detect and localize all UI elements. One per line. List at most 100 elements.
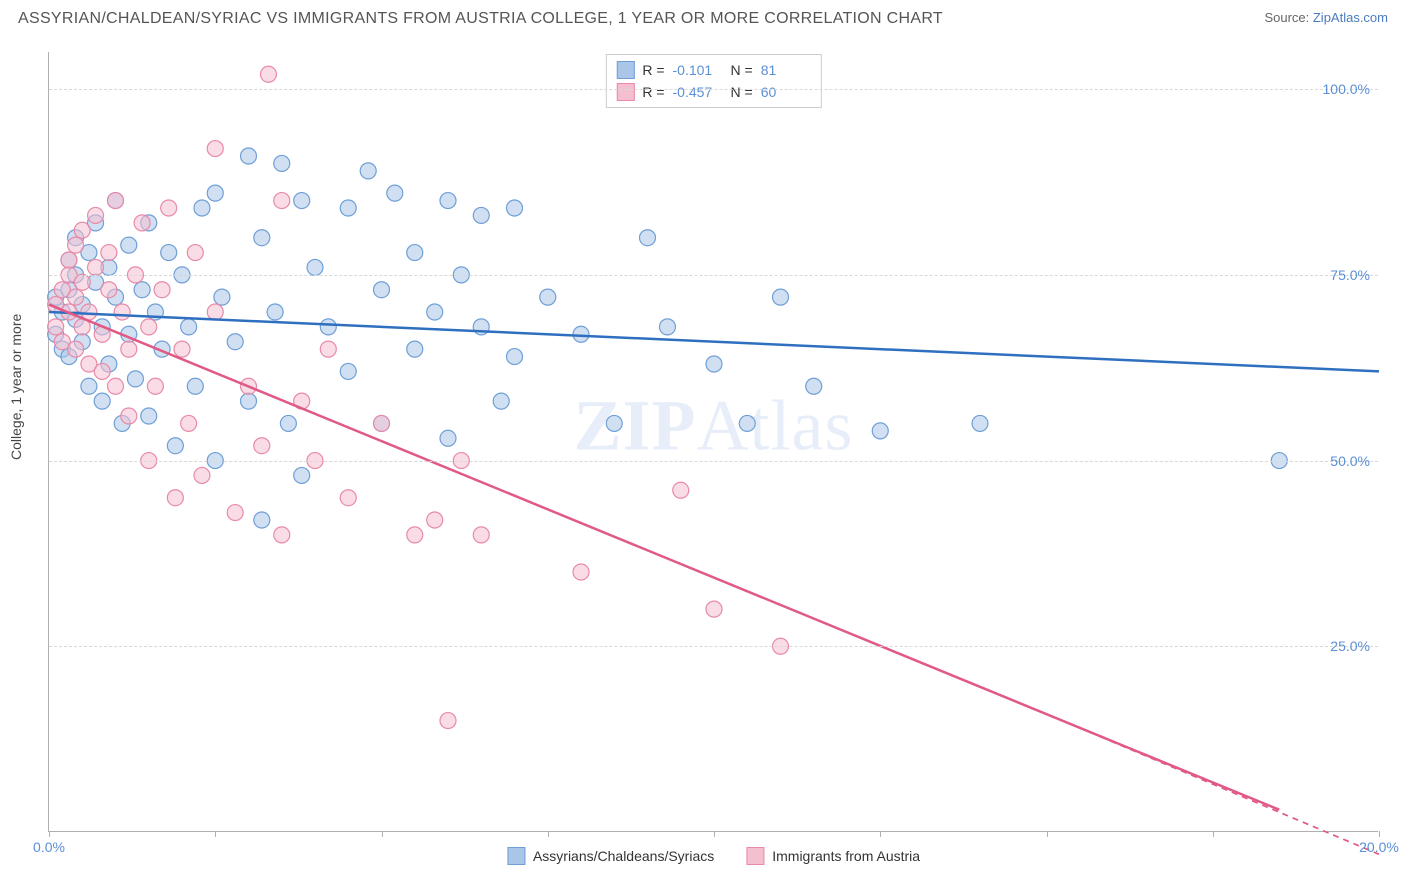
x-tick bbox=[1047, 831, 1048, 837]
data-point-pink bbox=[260, 66, 276, 82]
data-point-pink bbox=[154, 282, 170, 298]
data-point-blue bbox=[360, 163, 376, 179]
data-point-blue bbox=[127, 371, 143, 387]
data-point-pink bbox=[274, 527, 290, 543]
data-point-pink bbox=[174, 341, 190, 357]
data-point-blue bbox=[806, 378, 822, 394]
x-tick bbox=[1213, 831, 1214, 837]
data-point-blue bbox=[227, 334, 243, 350]
data-point-pink bbox=[573, 564, 589, 580]
x-tick-label: 0.0% bbox=[33, 839, 65, 855]
data-point-blue bbox=[81, 378, 97, 394]
data-point-blue bbox=[167, 438, 183, 454]
data-point-blue bbox=[141, 408, 157, 424]
data-point-pink bbox=[147, 378, 163, 394]
legend-swatch-pink bbox=[616, 83, 634, 101]
y-tick-label: 50.0% bbox=[1330, 453, 1370, 469]
data-point-blue bbox=[387, 185, 403, 201]
data-point-blue bbox=[320, 319, 336, 335]
data-point-pink bbox=[121, 408, 137, 424]
data-point-blue bbox=[872, 423, 888, 439]
x-tick bbox=[714, 831, 715, 837]
data-point-pink bbox=[94, 363, 110, 379]
data-point-pink bbox=[101, 282, 117, 298]
data-point-pink bbox=[101, 245, 117, 261]
data-point-pink bbox=[61, 252, 77, 268]
data-point-blue bbox=[773, 289, 789, 305]
chart-title: ASSYRIAN/CHALDEAN/SYRIAC VS IMMIGRANTS F… bbox=[18, 10, 943, 28]
data-point-blue bbox=[94, 393, 110, 409]
data-point-blue bbox=[267, 304, 283, 320]
legend-r-value-pink: -0.457 bbox=[673, 84, 723, 100]
data-point-blue bbox=[374, 282, 390, 298]
data-point-pink bbox=[227, 505, 243, 521]
data-point-pink bbox=[88, 259, 104, 275]
data-point-pink bbox=[427, 512, 443, 528]
data-point-pink bbox=[48, 319, 64, 335]
legend-r-label: R = bbox=[642, 84, 664, 100]
data-point-blue bbox=[427, 304, 443, 320]
data-point-blue bbox=[274, 155, 290, 171]
legend-n-label: N = bbox=[731, 84, 753, 100]
y-tick-label: 75.0% bbox=[1330, 267, 1370, 283]
data-point-blue bbox=[214, 289, 230, 305]
grid-line-h bbox=[49, 461, 1378, 462]
legend-series: Assyrians/Chaldeans/Syriacs Immigrants fr… bbox=[507, 847, 920, 865]
x-tick bbox=[548, 831, 549, 837]
data-point-blue bbox=[241, 393, 257, 409]
legend-swatch-pink bbox=[746, 847, 764, 865]
data-point-pink bbox=[274, 193, 290, 209]
data-point-blue bbox=[706, 356, 722, 372]
data-point-blue bbox=[473, 207, 489, 223]
data-point-blue bbox=[972, 415, 988, 431]
data-point-pink bbox=[440, 713, 456, 729]
data-point-pink bbox=[167, 490, 183, 506]
source-link[interactable]: ZipAtlas.com bbox=[1313, 10, 1388, 25]
grid-line-h bbox=[49, 89, 1378, 90]
data-point-blue bbox=[440, 193, 456, 209]
data-point-pink bbox=[473, 527, 489, 543]
data-point-blue bbox=[739, 415, 755, 431]
data-point-pink bbox=[74, 274, 90, 290]
grid-line-h bbox=[49, 275, 1378, 276]
data-point-blue bbox=[340, 200, 356, 216]
legend-stat-row-pink: R = -0.457 N = 60 bbox=[616, 81, 810, 103]
data-point-blue bbox=[507, 349, 523, 365]
data-point-blue bbox=[659, 319, 675, 335]
legend-stat-row-blue: R =-0.101N =81 bbox=[616, 59, 810, 81]
grid-line-h bbox=[49, 646, 1378, 647]
legend-item-blue: Assyrians/Chaldeans/Syriacs bbox=[507, 847, 714, 865]
data-point-blue bbox=[134, 282, 150, 298]
data-point-pink bbox=[141, 319, 157, 335]
data-point-pink bbox=[706, 601, 722, 617]
plot-area: ZIPAtlas R =-0.101N =81R =-0.457N =60 As… bbox=[48, 52, 1378, 832]
data-point-blue bbox=[207, 185, 223, 201]
data-point-blue bbox=[294, 467, 310, 483]
legend-r-value-blue: -0.101 bbox=[673, 62, 723, 78]
legend-series-name-pink: Immigrants from Austria bbox=[772, 848, 920, 864]
data-point-blue bbox=[640, 230, 656, 246]
legend-n-value-pink: 60 bbox=[761, 84, 811, 100]
data-point-pink bbox=[68, 289, 84, 305]
data-point-pink bbox=[194, 467, 210, 483]
data-point-pink bbox=[88, 207, 104, 223]
data-point-blue bbox=[161, 245, 177, 261]
data-point-blue bbox=[181, 319, 197, 335]
x-tick bbox=[215, 831, 216, 837]
data-point-blue bbox=[493, 393, 509, 409]
x-tick bbox=[382, 831, 383, 837]
data-point-pink bbox=[161, 200, 177, 216]
y-axis-label: College, 1 year or more bbox=[8, 314, 24, 460]
data-point-blue bbox=[340, 363, 356, 379]
data-point-blue bbox=[254, 512, 270, 528]
data-point-pink bbox=[207, 141, 223, 157]
legend-series-name-blue: Assyrians/Chaldeans/Syriacs bbox=[533, 848, 714, 864]
data-point-pink bbox=[108, 193, 124, 209]
data-point-blue bbox=[407, 245, 423, 261]
data-point-pink bbox=[673, 482, 689, 498]
data-point-pink bbox=[68, 237, 84, 253]
data-point-pink bbox=[187, 245, 203, 261]
y-tick-label: 25.0% bbox=[1330, 638, 1370, 654]
x-tick-label: 20.0% bbox=[1359, 839, 1399, 855]
data-point-pink bbox=[121, 341, 137, 357]
